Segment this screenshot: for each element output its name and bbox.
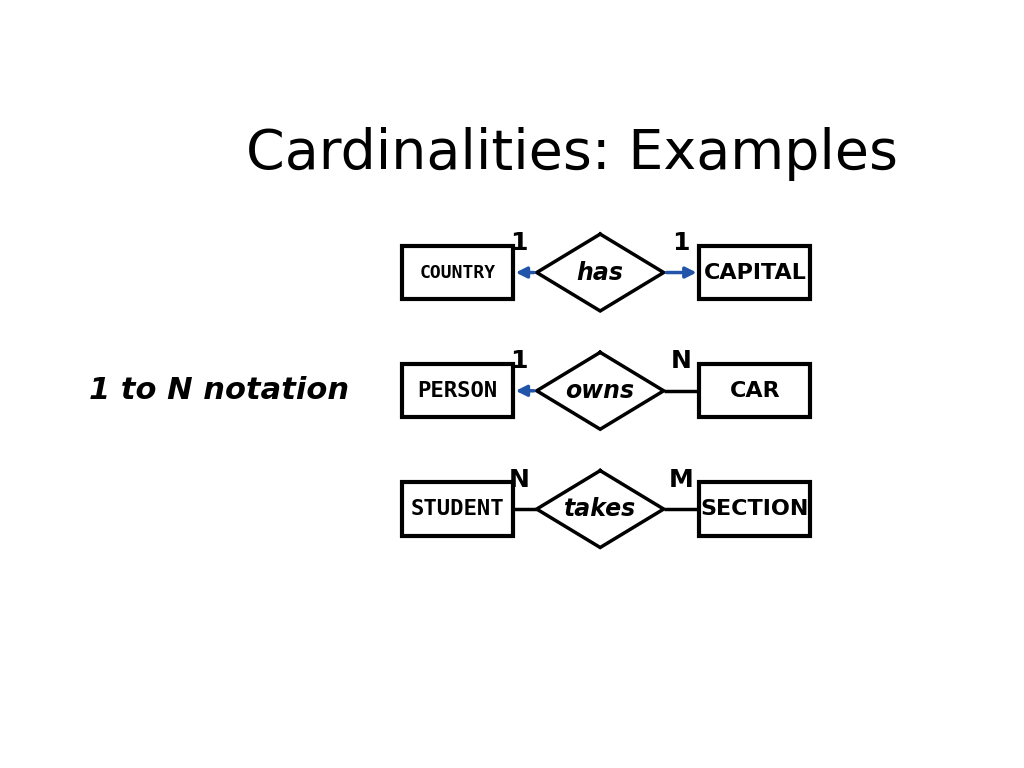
- Text: 1: 1: [673, 231, 690, 255]
- Polygon shape: [537, 471, 664, 548]
- Text: COUNTRY: COUNTRY: [419, 263, 496, 282]
- Text: owns: owns: [565, 379, 635, 402]
- Text: N: N: [509, 468, 529, 492]
- Text: 1: 1: [511, 349, 528, 373]
- Bar: [401, 364, 513, 418]
- Text: has: has: [577, 260, 624, 284]
- Bar: [401, 246, 513, 300]
- Bar: [401, 482, 513, 536]
- Text: M: M: [669, 468, 693, 492]
- Bar: [699, 246, 811, 300]
- Polygon shape: [537, 234, 664, 311]
- Text: PERSON: PERSON: [417, 381, 498, 401]
- Text: CAR: CAR: [730, 381, 780, 401]
- Bar: [699, 364, 811, 418]
- Text: CAPITAL: CAPITAL: [703, 263, 806, 283]
- Bar: [699, 482, 811, 536]
- Polygon shape: [537, 353, 664, 429]
- Text: STUDENT: STUDENT: [411, 499, 504, 519]
- Text: SECTION: SECTION: [700, 499, 809, 519]
- Text: 1: 1: [511, 231, 528, 255]
- Text: takes: takes: [564, 497, 636, 521]
- Text: N: N: [671, 349, 691, 373]
- Text: 1 to N notation: 1 to N notation: [89, 376, 349, 406]
- Text: Cardinalities: Examples: Cardinalities: Examples: [247, 127, 898, 181]
